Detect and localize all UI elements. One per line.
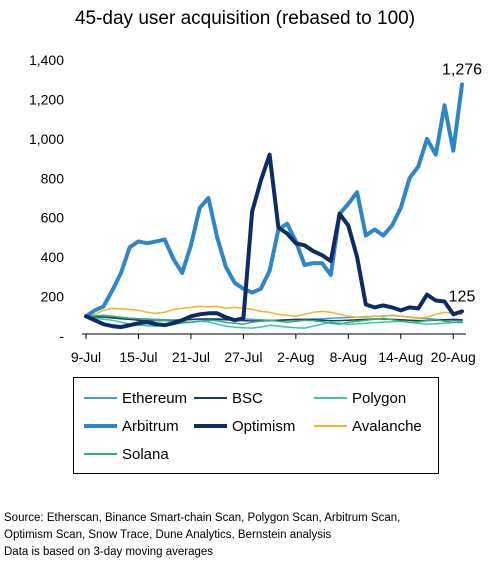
x-tick-label: 21-Jul (172, 349, 210, 365)
x-tick-label: 14-Aug (378, 349, 423, 365)
legend-item-arbitrum: Arbitrum (84, 416, 179, 436)
y-tick-label: 600 (41, 210, 65, 226)
legend-item-avalanche: Avalanche (314, 416, 422, 436)
line-chart: - 200 400 600 800 1,000 1,200 1,400 9-Jul 15-Jul… (29, 52, 482, 365)
x-tick-label: 20-Aug (431, 349, 476, 365)
legend-item-optimism: Optimism (194, 416, 295, 436)
y-tick-label: 1,000 (29, 131, 64, 147)
legend-swatch (84, 424, 117, 428)
source-note: Source: Etherscan, Binance Smart-chain S… (4, 510, 488, 561)
legend-label: Solana (122, 445, 169, 463)
legend-label: Ethereum (122, 389, 188, 407)
legend-swatch (314, 397, 347, 399)
x-tick-label: 9-Jul (71, 349, 101, 365)
legend-label: Polygon (352, 389, 407, 407)
legend-item-bsc: BSC (194, 388, 263, 408)
data-label-optimism: 125 (449, 288, 476, 305)
x-tick-label: 27-Jul (224, 349, 262, 365)
y-axis: - 200 400 600 800 1,000 1,200 1,400 (29, 52, 64, 344)
legend-swatch (84, 397, 117, 399)
series-lines (84, 82, 464, 330)
legend-swatch (194, 397, 227, 399)
source-line-3: Data is based on 3-day moving averages (4, 546, 214, 558)
y-tick-label: 800 (41, 170, 65, 186)
series-line-arbitrum (84, 82, 464, 319)
series-line-optimism (84, 152, 464, 330)
legend-item-solana: Solana (84, 444, 169, 464)
data-label-arbitrum: 1,276 (442, 61, 482, 78)
source-line-2: Optimism Scan, Snow Trace, Dune Analytic… (4, 529, 332, 541)
y-tick-label: 1,400 (29, 52, 64, 68)
legend-label: Arbitrum (122, 417, 179, 435)
x-tick-label: 2-Aug (277, 349, 314, 365)
series-line-solana (85, 314, 463, 325)
source-line-1: Source: Etherscan, Binance Smart-chain S… (4, 512, 401, 524)
legend-label: Optimism (232, 417, 296, 435)
legend-label: BSC (232, 389, 263, 407)
legend-swatch (314, 425, 347, 427)
y-tick-label: 200 (41, 289, 65, 305)
y-tick-label: - (59, 328, 64, 344)
legend-item-ethereum: Ethereum (84, 388, 187, 408)
legend-label: Avalanche (352, 417, 422, 435)
y-tick-label: 400 (41, 249, 65, 265)
legend-item-polygon: Polygon (314, 388, 406, 408)
chart-title: 45-day user acquisition (rebased to 100) (74, 8, 416, 29)
legend-swatch (84, 453, 117, 455)
data-labels: 1,276 125 (442, 61, 482, 305)
series-line-avalanche (85, 305, 463, 320)
y-tick-label: 1,200 (29, 91, 64, 107)
x-axis: 9-Jul 15-Jul 21-Jul 27-Jul 2-Aug 8-Aug 14-Aug 2… (71, 333, 476, 365)
x-tick-label: 15-Jul (119, 349, 157, 365)
legend-swatch (194, 424, 227, 428)
legend: Ethereum BSC Polygon Arbitrum Optimism Avalan… (73, 377, 439, 474)
x-tick-label: 8-Aug (330, 349, 367, 365)
